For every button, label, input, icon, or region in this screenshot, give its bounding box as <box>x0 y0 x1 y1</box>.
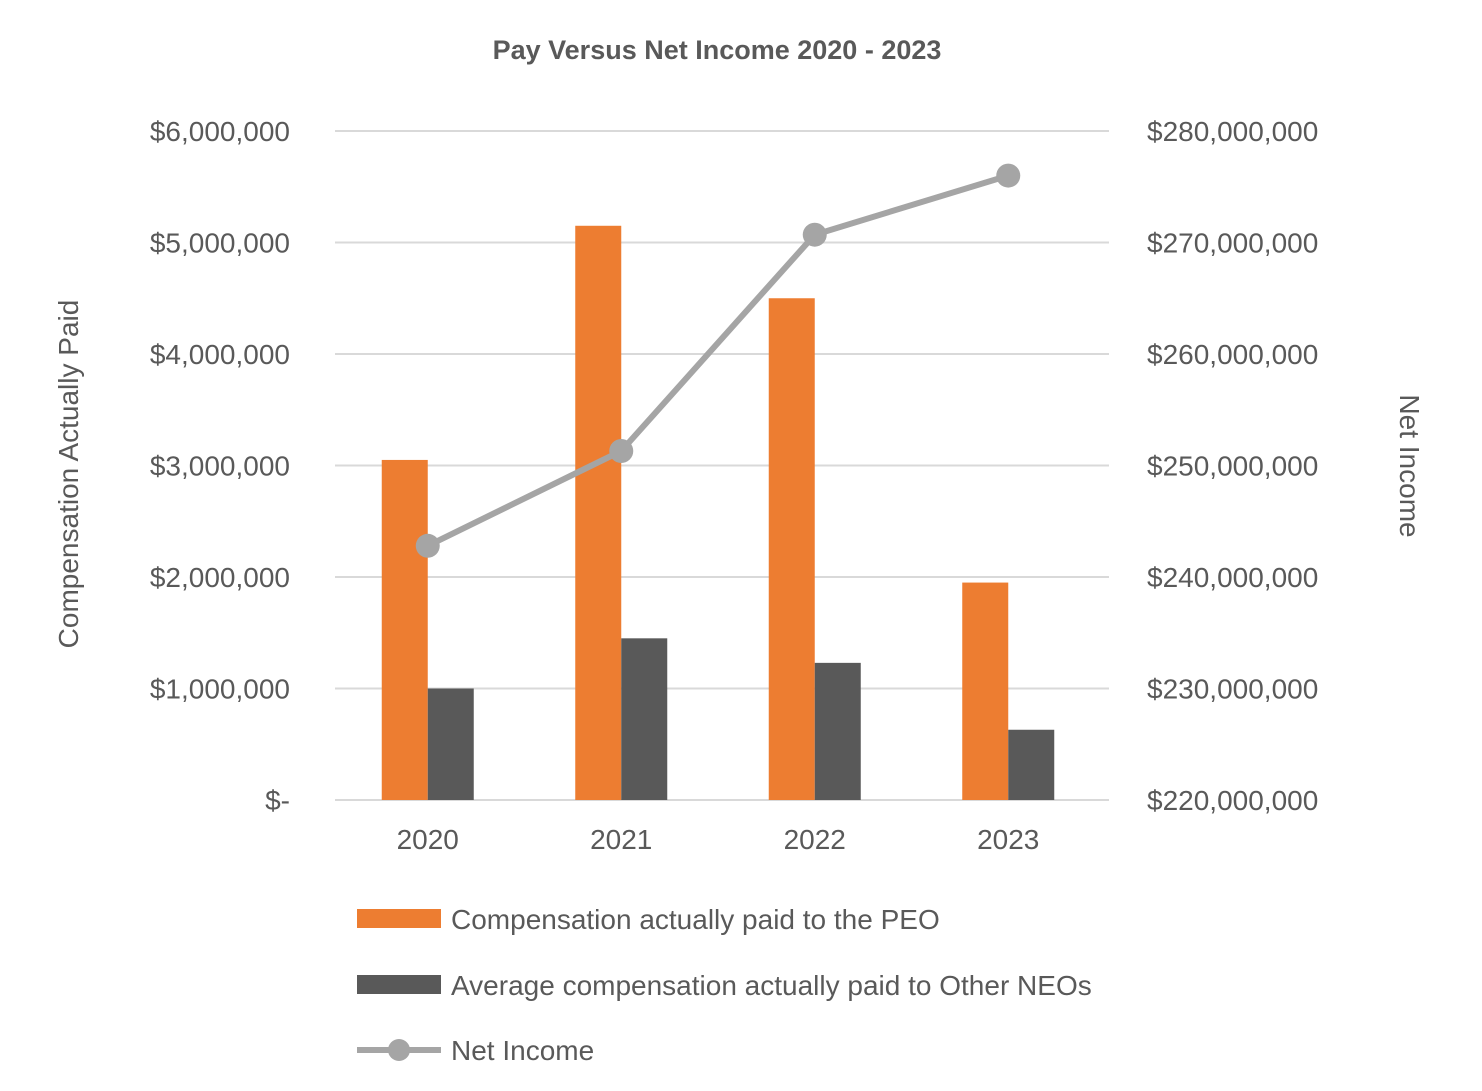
x-tick-label: 2020 <box>397 824 459 855</box>
legend-label-net-income: Net Income <box>451 1035 594 1066</box>
net-income-point-2021 <box>609 439 634 464</box>
left-tick-label: $3,000,000 <box>150 451 290 482</box>
net-income-point-2020 <box>415 533 440 558</box>
left-tick-label: $- <box>265 785 290 816</box>
left-tick-label: $1,000,000 <box>150 674 290 705</box>
right-tick-label: $220,000,000 <box>1147 785 1318 816</box>
right-axis-title: Net Income <box>1394 394 1425 537</box>
net-income-point-2022 <box>802 222 827 247</box>
net-income-point-2023 <box>996 163 1021 188</box>
net-income-line-path <box>426 172 1010 549</box>
legend-marker-net-income <box>388 1039 410 1061</box>
bar-peo-2021 <box>575 225 622 800</box>
legend-swatch-neos <box>357 975 441 994</box>
right-axis-ticks: $220,000,000 $230,000,000 $240,000,000 $250… <box>1147 116 1318 816</box>
bar-neos-2022 <box>814 662 861 800</box>
x-tick-label: 2021 <box>590 824 652 855</box>
left-tick-label: $6,000,000 <box>150 116 290 147</box>
bar-peo-2023 <box>962 582 1009 800</box>
bar-peo-2022 <box>768 298 815 800</box>
bar-neos-2023 <box>1008 729 1055 800</box>
right-tick-label: $250,000,000 <box>1147 451 1318 482</box>
left-axis-ticks: $- $1,000,000 $2,000,000 $3,000,000 $4,000,0… <box>150 116 290 816</box>
bar-neos-2020 <box>427 688 474 800</box>
net-income-line <box>415 163 1021 558</box>
right-tick-label: $280,000,000 <box>1147 116 1318 147</box>
left-tick-label: $2,000,000 <box>150 562 290 593</box>
left-tick-label: $5,000,000 <box>150 228 290 259</box>
left-tick-label: $4,000,000 <box>150 339 290 370</box>
x-tick-label: 2023 <box>977 824 1039 855</box>
x-axis-ticks: 2020 2021 2022 2023 <box>397 824 1040 855</box>
chart-title: Pay Versus Net Income 2020 - 2023 <box>493 35 942 65</box>
bars <box>381 225 1055 800</box>
left-axis-title: Compensation Actually Paid <box>53 300 84 649</box>
bar-peo-2020 <box>381 459 428 800</box>
bar-neos-2021 <box>621 638 668 800</box>
legend-label-neos: Average compensation actually paid to Ot… <box>451 970 1092 1001</box>
x-tick-label: 2022 <box>784 824 846 855</box>
right-tick-label: $230,000,000 <box>1147 674 1318 705</box>
right-tick-label: $270,000,000 <box>1147 228 1318 259</box>
legend-label-peo: Compensation actually paid to the PEO <box>451 904 940 935</box>
right-tick-label: $240,000,000 <box>1147 562 1318 593</box>
legend: Compensation actually paid to the PEO Av… <box>357 904 1092 1066</box>
right-tick-label: $260,000,000 <box>1147 339 1318 370</box>
legend-swatch-peo <box>357 909 441 928</box>
